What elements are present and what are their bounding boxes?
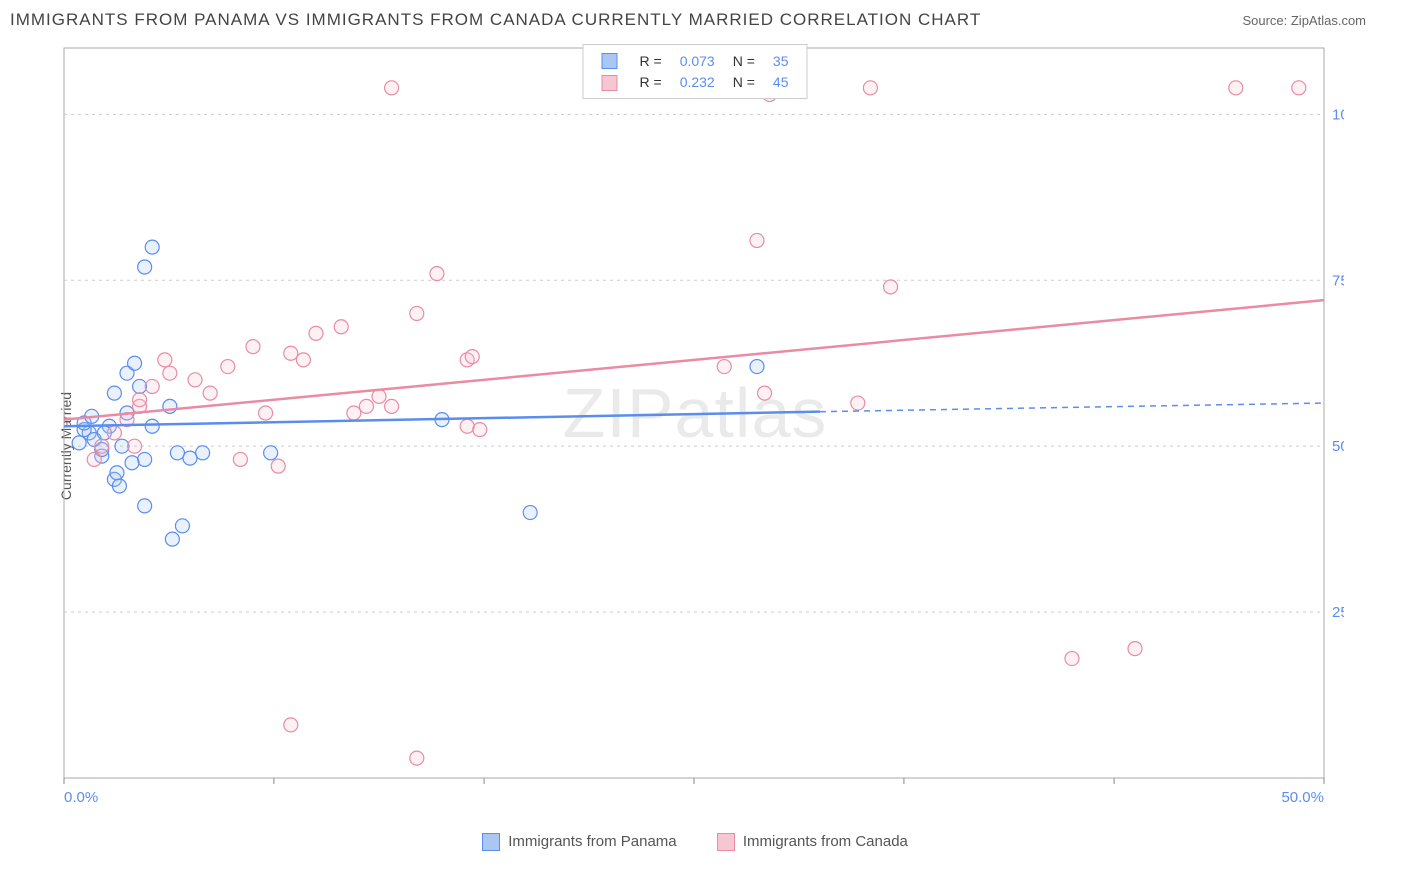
data-point [115,439,129,453]
legend-swatch [602,75,618,91]
data-point [460,419,474,433]
data-point [110,466,124,480]
legend-item: Immigrants from Canada [717,833,908,851]
data-point [430,267,444,281]
data-point [347,406,361,420]
data-point [183,451,197,465]
data-point [284,346,298,360]
stats-row: R =0.073N =35 [594,51,797,70]
data-point [125,456,139,470]
data-point [296,353,310,367]
data-point [359,399,373,413]
n-value: 35 [765,51,797,70]
data-point [112,479,126,493]
data-point [264,446,278,460]
r-label: R = [632,72,670,91]
stats-row: R =0.232N =45 [594,72,797,91]
data-point [750,360,764,374]
data-point [309,326,323,340]
data-point [750,233,764,247]
x-tick-label: 0.0% [64,789,98,806]
y-tick-label: 50.0% [1332,438,1344,455]
data-point [284,718,298,732]
data-point [1128,642,1142,656]
header: IMMIGRANTS FROM PANAMA VS IMMIGRANTS FRO… [10,10,1366,38]
data-point [158,353,172,367]
data-point [107,386,121,400]
data-point [259,406,273,420]
data-point [410,751,424,765]
legend-label: Immigrants from Panama [508,833,676,850]
data-point [87,452,101,466]
legend-swatch [482,833,500,851]
source-label: Source: ZipAtlas.com [1242,13,1366,28]
data-point [138,499,152,513]
data-point [1065,652,1079,666]
data-point [334,320,348,334]
data-point [1292,81,1306,95]
data-point [863,81,877,95]
data-point [196,446,210,460]
r-label: R = [632,51,670,70]
data-point [165,532,179,546]
data-point [145,379,159,393]
y-tick-label: 75.0% [1332,272,1344,289]
data-point [717,360,731,374]
data-point [758,386,772,400]
data-point [523,506,537,520]
data-point [188,373,202,387]
n-value: 45 [765,72,797,91]
x-tick-label: 50.0% [1281,789,1324,806]
data-point [410,306,424,320]
y-tick-label: 25.0% [1332,604,1344,621]
data-point [473,423,487,437]
data-point [145,419,159,433]
stats-legend: R =0.073N =35R =0.232N =45 [583,44,808,99]
data-point [128,439,142,453]
legend-swatch [717,833,735,851]
data-point [145,240,159,254]
data-point [163,366,177,380]
data-point [95,439,109,453]
trend-line [64,300,1324,419]
plot-area: Currently Married ZIPatlas R =0.073N =35… [20,38,1370,853]
data-point [138,260,152,274]
chart-container: IMMIGRANTS FROM PANAMA VS IMMIGRANTS FRO… [0,0,1406,892]
trend-line-extrapolated [820,403,1324,412]
legend-label: Immigrants from Canada [743,833,908,850]
n-label: N = [725,72,763,91]
stats-table: R =0.073N =35R =0.232N =45 [592,49,799,94]
data-point [884,280,898,294]
data-point [233,452,247,466]
legend-swatch [602,53,618,69]
data-point [128,356,142,370]
scatter-plot-svg: 25.0% 50.0% 75.0% 100.0% 0.0% 50.0% [44,38,1344,848]
r-value: 0.073 [672,51,723,70]
series-legend: Immigrants from Panama Immigrants from C… [20,833,1370,851]
data-point [170,446,184,460]
data-point [271,459,285,473]
data-point [221,360,235,374]
data-point [851,396,865,410]
data-point [246,340,260,354]
data-point [72,436,86,450]
data-point [138,452,152,466]
data-point [385,399,399,413]
legend-item: Immigrants from Panama [482,833,677,851]
data-point [175,519,189,533]
y-tick-label: 100.0% [1332,106,1344,123]
data-point [385,81,399,95]
chart-title: IMMIGRANTS FROM PANAMA VS IMMIGRANTS FRO… [10,10,981,30]
r-value: 0.232 [672,72,723,91]
data-point [107,426,121,440]
n-label: N = [725,51,763,70]
data-point [133,393,147,407]
data-point [1229,81,1243,95]
data-point [203,386,217,400]
data-point [372,389,386,403]
data-point [465,350,479,364]
data-point [133,379,147,393]
